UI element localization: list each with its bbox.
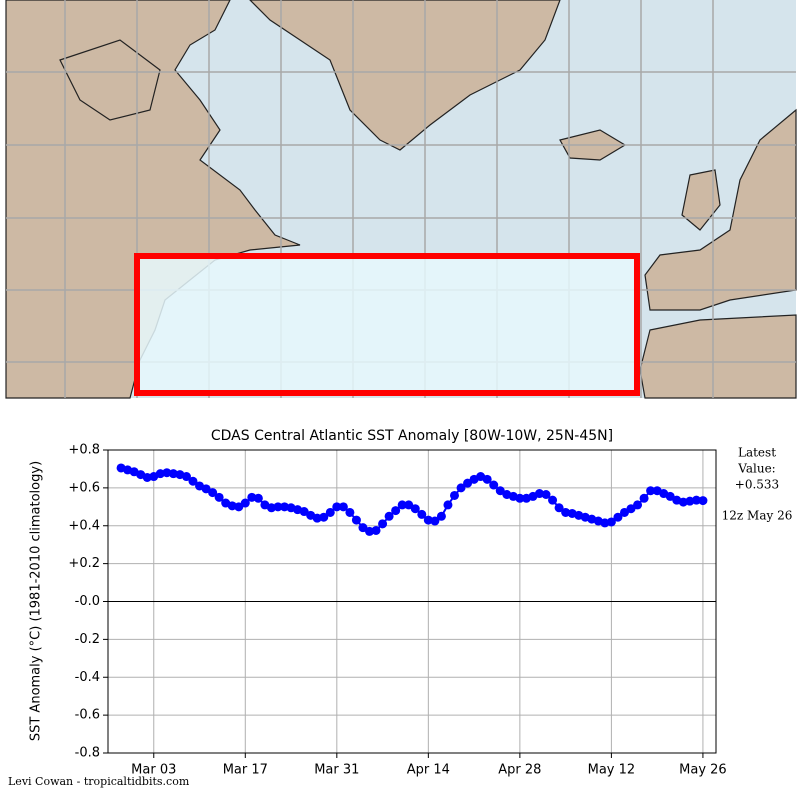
x-tick-label: Mar 31	[314, 763, 359, 778]
y-tick-label: -0.0	[75, 594, 100, 609]
x-tick-label: Apr 14	[407, 763, 450, 778]
data-point	[456, 483, 466, 493]
x-tick-label: May 26	[679, 763, 727, 778]
data-point	[495, 486, 505, 496]
data-point	[325, 507, 335, 517]
y-tick-label: -0.8	[75, 746, 100, 761]
data-point	[541, 490, 551, 500]
region-box	[134, 253, 640, 396]
data-point	[201, 484, 211, 494]
data-point	[639, 493, 649, 503]
data-point	[665, 491, 675, 501]
data-point	[332, 502, 342, 512]
y-tick-label: +0.8	[68, 443, 100, 458]
y-tick-label: -0.4	[75, 670, 100, 685]
data-point	[338, 502, 348, 512]
data-point	[619, 507, 629, 517]
x-tick-label: May 12	[588, 763, 636, 778]
data-point	[299, 507, 309, 517]
data-point	[646, 486, 656, 496]
data-point	[404, 500, 414, 510]
latest-label: Latest	[738, 446, 776, 460]
x-tick-label: Mar 17	[223, 763, 268, 778]
africa	[639, 314, 797, 399]
data-point	[548, 495, 558, 505]
y-tick-label: -0.2	[75, 632, 100, 647]
x-tick-label: Apr 28	[498, 763, 541, 778]
data-point	[449, 490, 459, 500]
data-point	[397, 500, 407, 510]
data-point	[319, 512, 329, 522]
data-point	[430, 516, 440, 526]
data-point	[417, 509, 427, 519]
data-point	[691, 495, 701, 505]
data-point	[371, 525, 381, 535]
data-point	[515, 493, 525, 503]
y-tick-label: +0.4	[68, 518, 100, 533]
data-point	[613, 512, 623, 522]
latest-label: Value:	[737, 462, 775, 476]
data-point	[214, 492, 224, 502]
map	[5, 0, 797, 399]
data-point	[626, 504, 636, 514]
data-point	[384, 511, 394, 521]
y-axis-label: SST Anomaly (°C) (1981-2010 climatology)	[29, 461, 44, 741]
chart-title: CDAS Central Atlantic SST Anomaly [80W-1…	[211, 428, 613, 444]
data-point	[489, 480, 499, 490]
data-point	[463, 478, 473, 488]
data-point	[253, 493, 263, 503]
latest-time: 12z May 26	[722, 509, 793, 523]
data-point	[240, 498, 250, 508]
data-point	[188, 476, 198, 486]
greenland	[249, 0, 561, 151]
europe	[644, 108, 797, 311]
data-point	[482, 474, 492, 484]
latest-value: +0.533	[735, 478, 779, 492]
data-point	[391, 506, 401, 516]
data-point	[273, 502, 283, 512]
y-tick-label: +0.6	[68, 480, 100, 495]
data-point	[443, 500, 453, 510]
data-point	[358, 523, 368, 533]
data-point	[181, 472, 191, 482]
data-point	[554, 503, 564, 513]
y-tick-label: +0.2	[68, 556, 100, 571]
data-point	[345, 507, 355, 517]
data-point	[410, 504, 420, 514]
data-point	[606, 517, 616, 527]
data-point	[436, 511, 446, 521]
y-tick-label: -0.6	[75, 708, 100, 723]
data-point	[351, 515, 361, 525]
data-point	[633, 500, 643, 510]
data-point	[234, 502, 244, 512]
data-point	[698, 496, 708, 506]
x-tick-label: Mar 03	[131, 763, 176, 778]
data-point	[208, 488, 218, 498]
baffin	[59, 39, 161, 121]
data-point	[378, 519, 388, 529]
credit: Levi Cowan - tropicaltidbits.com	[8, 775, 190, 788]
